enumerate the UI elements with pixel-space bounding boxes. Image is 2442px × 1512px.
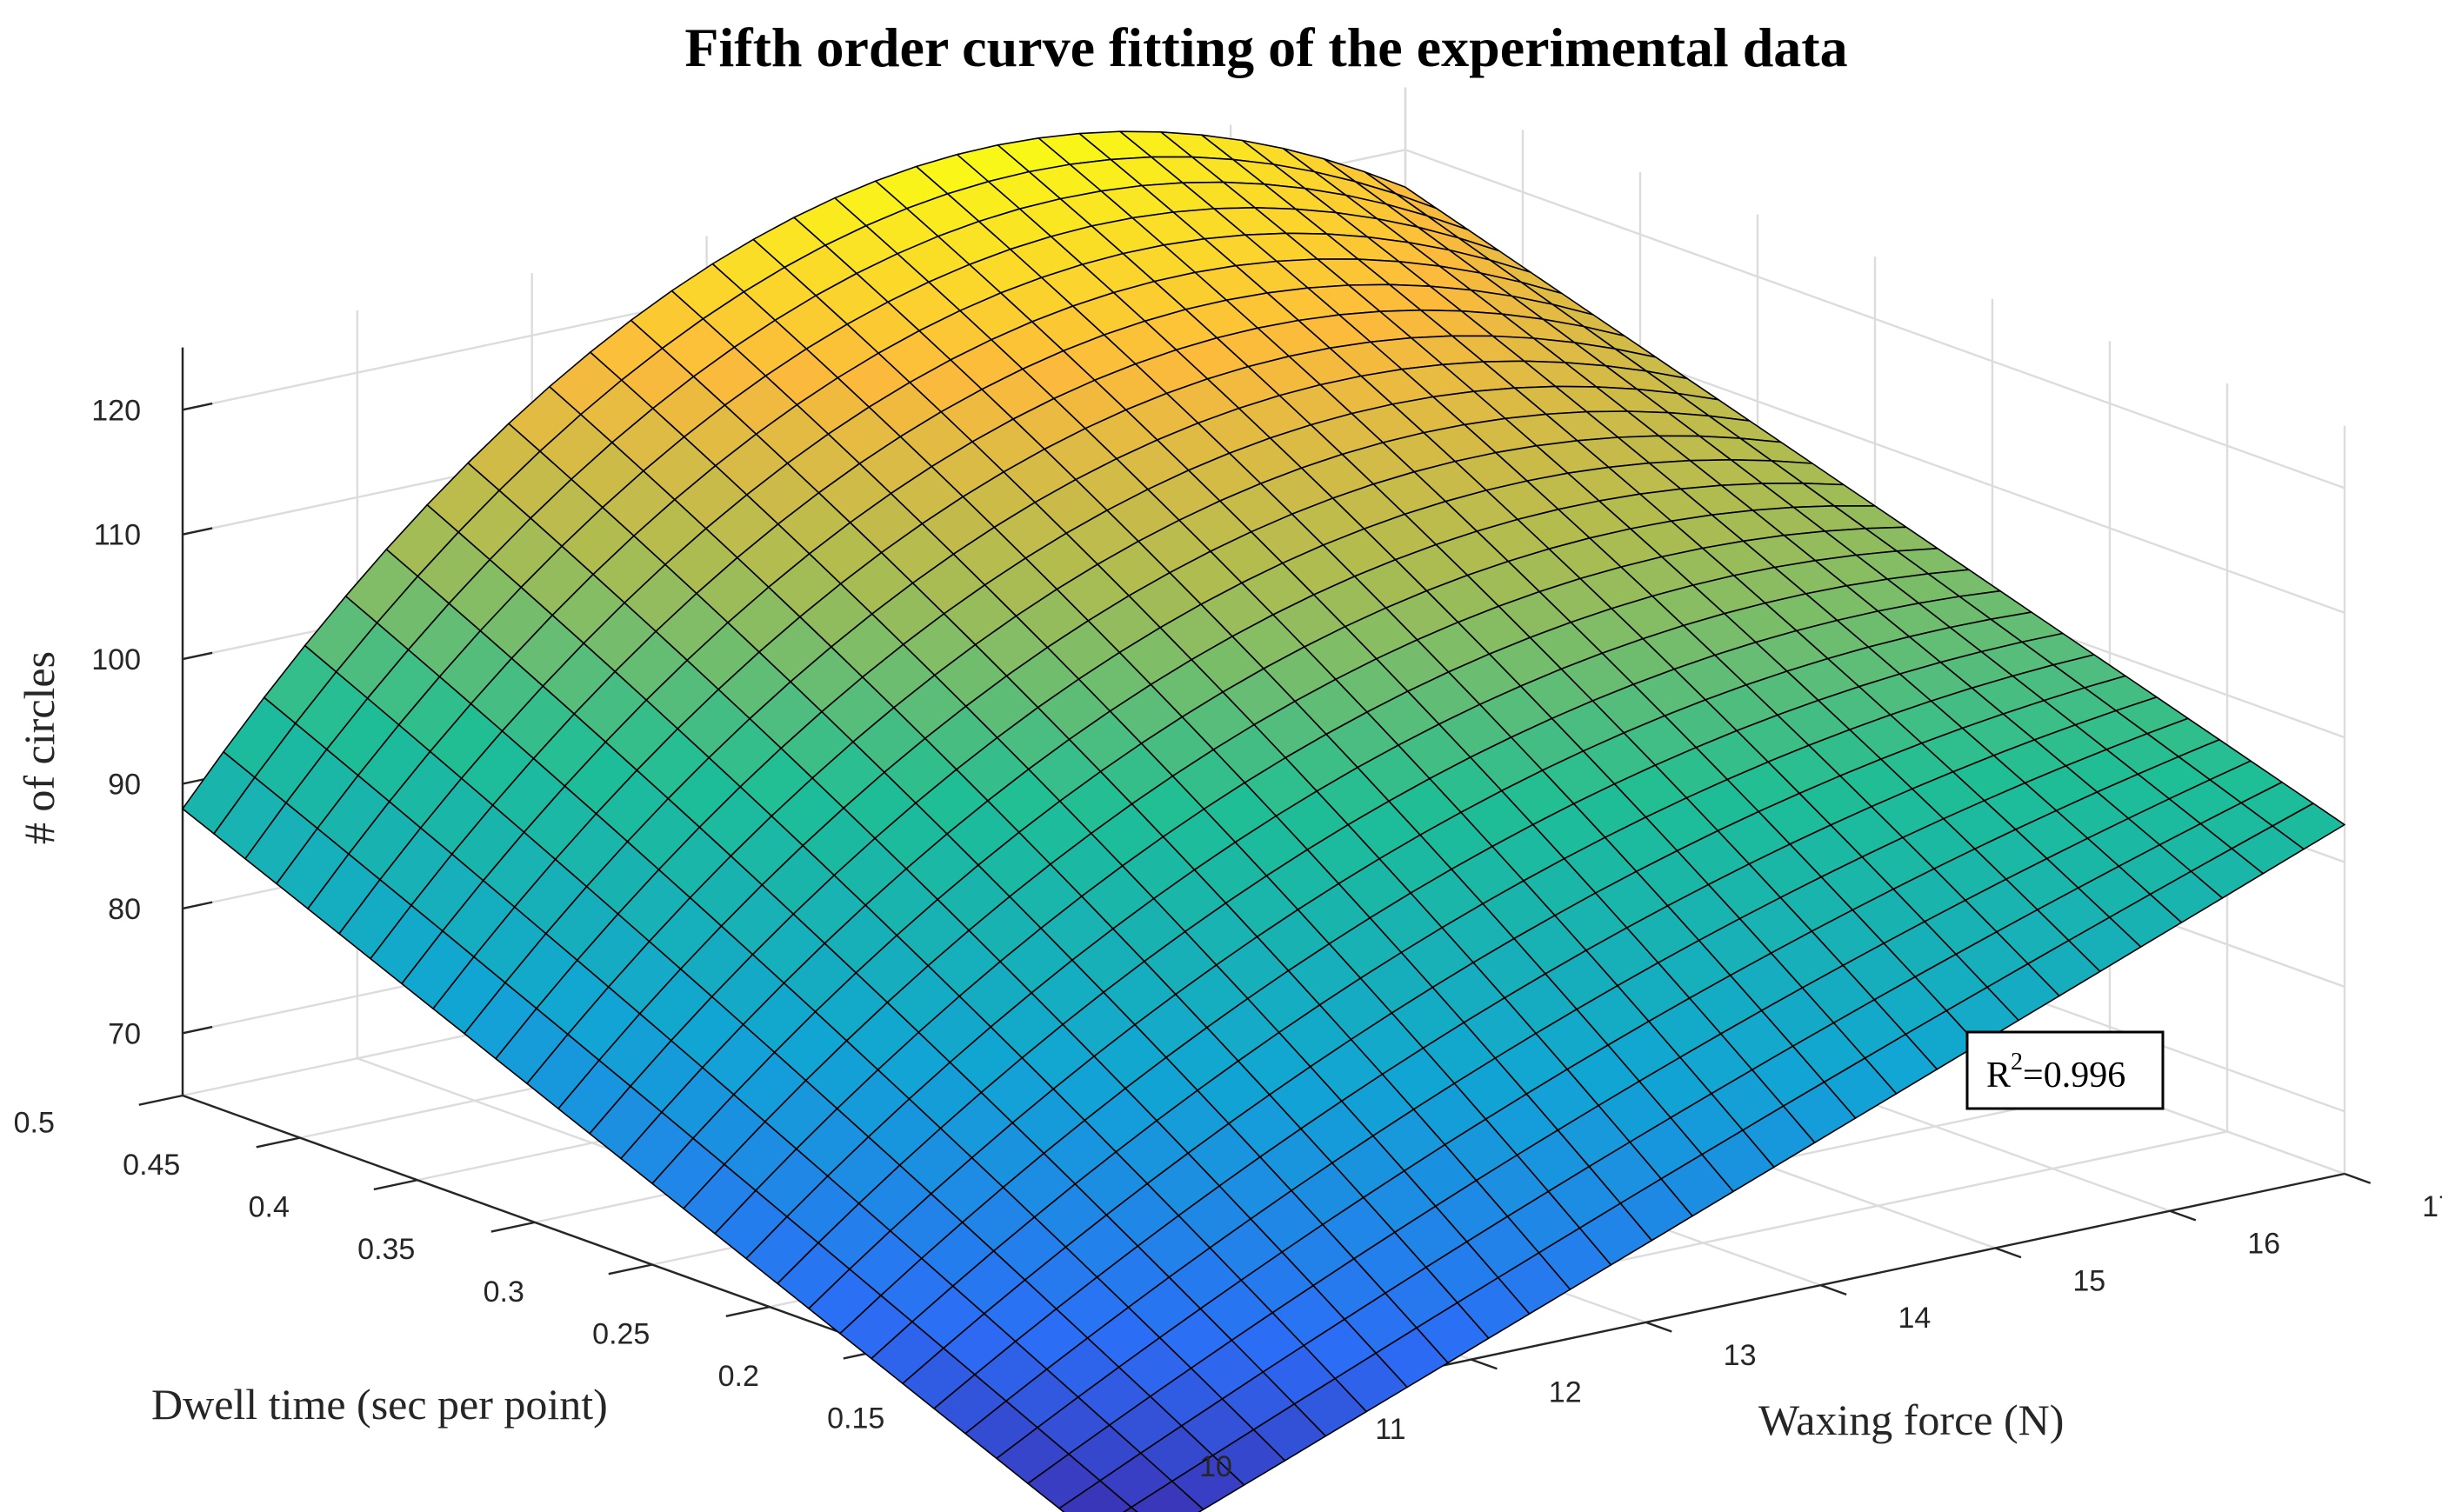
x-tick-mark (2344, 1172, 2372, 1184)
y-axis-label: Dwell time (sec per point) (151, 1380, 608, 1429)
x-tick-mark (1820, 1284, 1847, 1296)
fitted-surface (182, 130, 2345, 1512)
y-tick-mark (725, 1305, 771, 1317)
x-tick-label: 11 (1375, 1413, 1405, 1446)
y-tick-label: 0.5 (14, 1106, 55, 1139)
y-tick-label: 0.3 (484, 1276, 524, 1309)
svg-text:R2=0.996: R2=0.996 (1986, 1049, 2125, 1096)
z-tick-label: 70 (108, 1017, 141, 1050)
z-tick-label: 110 (94, 519, 141, 552)
y-tick-mark (138, 1094, 183, 1106)
z-tick-label: 80 (108, 893, 141, 926)
z-tick-label: 90 (108, 769, 141, 802)
grid-line (1404, 149, 2345, 490)
r-squared-exponent: 2 (2011, 1049, 2023, 1076)
x-tick-label: 15 (2072, 1264, 2105, 1297)
y-tick-label: 0.35 (357, 1233, 415, 1266)
r-squared-base: R (1986, 1056, 2011, 1096)
z-tick-label: 120 (91, 394, 141, 427)
x-tick-mark (1471, 1358, 1498, 1370)
y-tick-label: 0.45 (123, 1149, 180, 1182)
x-tick-label: 17 (2422, 1190, 2442, 1223)
y-tick-label: 0.25 (592, 1317, 650, 1350)
x-tick-label: 14 (1898, 1302, 1932, 1335)
x-tick-mark (1645, 1321, 1672, 1333)
z-tick-label: 100 (91, 643, 141, 676)
x-tick-label: 13 (1724, 1339, 1757, 1372)
z-tick-mark (182, 402, 213, 411)
z-tick-mark (182, 901, 213, 910)
y-tick-mark (256, 1136, 301, 1149)
tick-labels: 10 11 12 13 14 15 16 17 0.15 0.2 0.25 0.3 0.35 0.4 0.4… (14, 394, 2442, 1483)
z-axis-label: # of circles (15, 651, 63, 844)
y-tick-mark (490, 1221, 536, 1233)
x-tick-mark (2169, 1209, 2197, 1222)
y-tick-mark (608, 1263, 653, 1276)
x-tick-label: 16 (2247, 1228, 2280, 1261)
r-squared-value: =0.996 (2023, 1056, 2125, 1096)
x-tick-label: 10 (1199, 1450, 1232, 1483)
r-squared-annotation: R2=0.996 (1965, 1030, 2165, 1110)
x-axis-label: Waxing force (N) (1758, 1395, 2064, 1444)
surface-patch (1123, 1506, 1138, 1512)
x-tick-label: 12 (1549, 1375, 1582, 1409)
y-tick-label: 0.2 (718, 1360, 759, 1393)
y-tick-label: 0.4 (249, 1191, 290, 1224)
surface-patch (1058, 1480, 1132, 1512)
surface-patch (1131, 1480, 1204, 1512)
x-tick-mark (1994, 1247, 2022, 1259)
z-tick-mark (182, 527, 213, 536)
y-tick-mark (373, 1179, 418, 1191)
y-tick-label: 0.15 (827, 1402, 884, 1435)
z-tick-mark (182, 1025, 213, 1035)
chart-title: Fifth order curve fitting of the experim… (684, 17, 1847, 78)
z-tick-mark (182, 651, 213, 661)
